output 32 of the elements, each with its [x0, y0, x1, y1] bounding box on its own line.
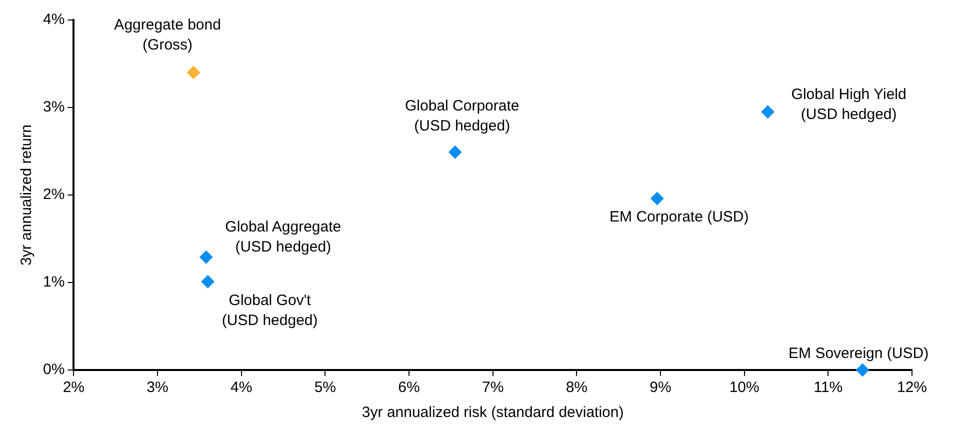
x-tick-label: 2%	[62, 379, 85, 396]
point	[201, 275, 214, 288]
annotation: Global High Yield (USD hedged)	[791, 86, 906, 124]
x-tick-label: 3%	[146, 379, 168, 396]
point	[856, 364, 870, 376]
y-tick-label: 2%	[42, 186, 65, 204]
y-tick-label: 3%	[42, 98, 65, 116]
point	[650, 192, 664, 205]
annotation: Global Gov't (USD hedged)	[222, 292, 318, 329]
y-tick-label: 4%	[42, 11, 65, 28]
y-axis-title: 3yr annualized return	[18, 124, 36, 266]
annotation: EM Sovereign (USD)	[788, 345, 929, 362]
x-tick-label: 10%	[729, 379, 760, 396]
annotation: Global Corporate (USD hedged)	[405, 97, 520, 134]
annotation: Aggregate bond (Gross)	[114, 16, 221, 54]
x-tick-label: 4%	[230, 379, 252, 396]
annotation: Global Aggregate (USD hedged)	[225, 218, 342, 256]
point	[761, 105, 774, 118]
x-tick-label: 7%	[482, 379, 504, 396]
point	[448, 146, 462, 159]
x-tick-label: 12%	[896, 379, 928, 396]
point	[200, 250, 213, 264]
x-axis-title: 3yr annualized risk (standard deviation)	[362, 404, 624, 422]
x-tick-label: 8%	[566, 379, 588, 396]
point	[187, 66, 200, 79]
x-tick-label: 9%	[650, 379, 672, 396]
x-tick-label: 6%	[398, 379, 420, 396]
y-tick-label: 0%	[42, 361, 65, 378]
annotation: EM Corporate (USD)	[610, 208, 749, 226]
y-tick-label: 1%	[42, 274, 65, 291]
x-tick-label: 5%	[314, 379, 336, 396]
x-tick-label: 11%	[814, 379, 843, 396]
